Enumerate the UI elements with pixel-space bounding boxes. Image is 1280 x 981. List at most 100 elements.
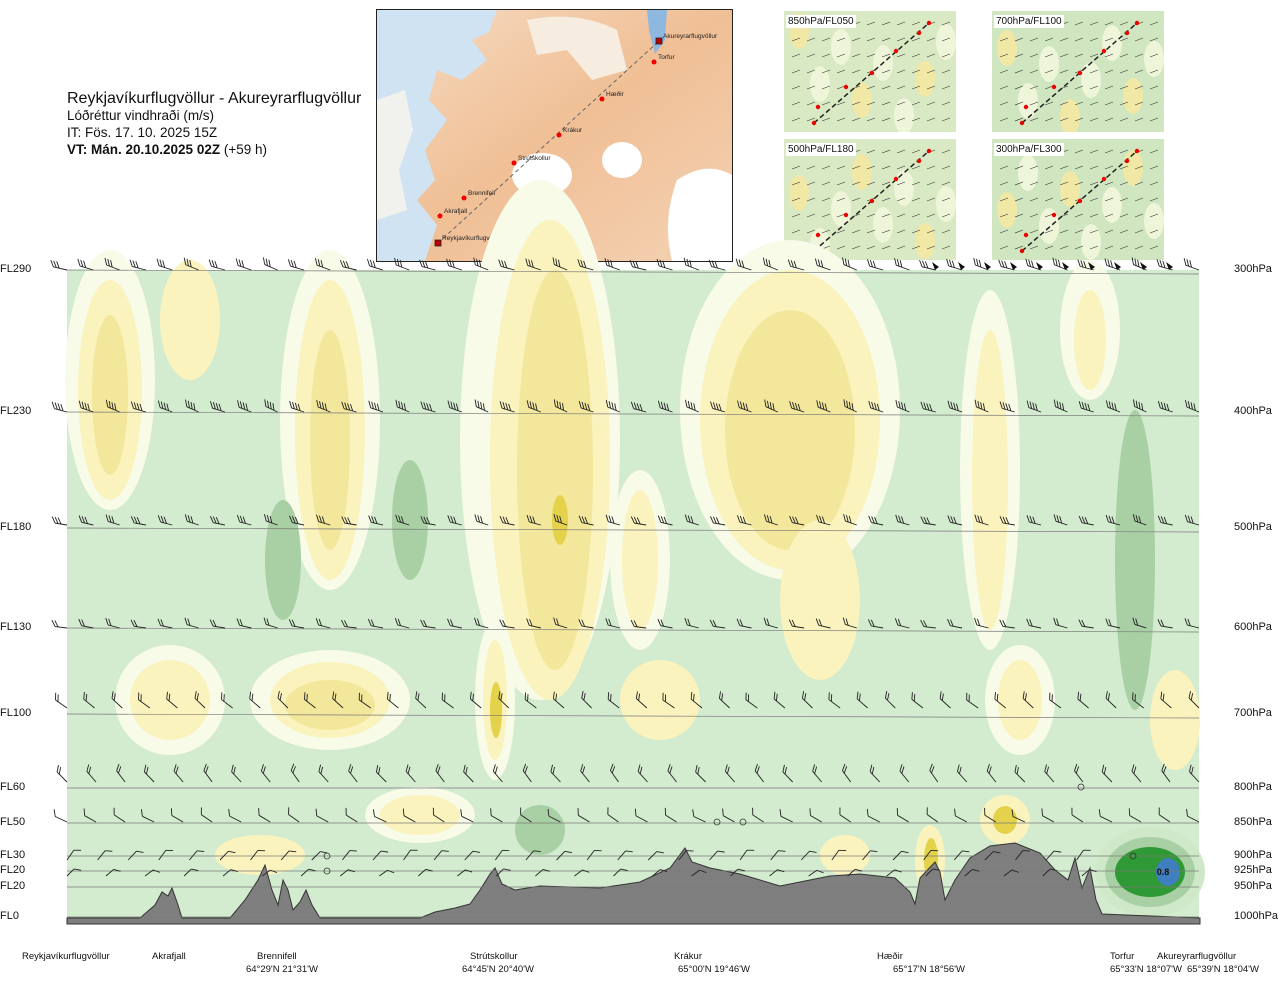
hpa-label: 1000hPa [1234, 910, 1279, 922]
wind-barb [55, 692, 68, 709]
airport-marker [434, 239, 442, 247]
level-map-500-label: 500hPa/FL180 [786, 143, 856, 156]
wind-barb [264, 399, 278, 413]
mini-barb [806, 53, 816, 58]
mini-barb [1089, 197, 1099, 202]
mini-barb [1014, 53, 1024, 58]
mini-map-region [894, 170, 914, 206]
wind-barb [166, 691, 178, 709]
wind-barb [524, 692, 537, 709]
mini-map-region [997, 192, 1017, 228]
wind-barb [1098, 809, 1113, 823]
wind-barb [1105, 691, 1117, 709]
wind-barb [657, 515, 673, 526]
mini-barb [1059, 69, 1069, 74]
wind-barb [580, 764, 590, 783]
mini-barb [1149, 101, 1159, 106]
mini-barb [1134, 101, 1144, 106]
wind-barb [249, 691, 261, 709]
mini-barb [821, 69, 831, 74]
wind-barb [737, 400, 752, 413]
mini-map-region [810, 66, 830, 102]
wind-barb [657, 618, 673, 629]
mini-barb [1044, 69, 1054, 74]
location-coord: 64°29'N 21°31'W [246, 964, 318, 975]
wind-barb [315, 808, 329, 823]
wind-barb [953, 850, 970, 861]
mini-map-region [1018, 83, 1038, 119]
mini-barb [999, 197, 1009, 202]
mini-map-region [831, 29, 851, 65]
wind-barb [709, 619, 726, 629]
waypoint-label: Hæðir [606, 90, 625, 98]
waypoint-label: Krákur [563, 127, 583, 134]
wind-barb [1185, 399, 1200, 413]
wind-barb [474, 617, 489, 629]
wind-barb [1041, 808, 1055, 823]
mini-barb [1149, 37, 1159, 42]
wind-barb [403, 849, 418, 861]
wind-barb [386, 691, 399, 709]
wind-barb [553, 514, 568, 526]
wind-barb [735, 258, 752, 271]
mini-barb [941, 213, 951, 218]
wind-barb [522, 763, 532, 783]
mini-barb [1089, 69, 1099, 74]
mini-barb [836, 117, 846, 122]
wind-barb [842, 617, 857, 629]
contour-region [622, 490, 658, 630]
wind-barb [1128, 808, 1142, 823]
mini-waypoint [893, 176, 899, 182]
mini-barb [791, 101, 801, 106]
wind-barb [1026, 400, 1042, 413]
contour-region [515, 805, 565, 855]
mini-barb [1149, 53, 1159, 58]
wind-barb [884, 690, 896, 709]
wind-barb [708, 259, 726, 271]
contour-region [1156, 858, 1180, 886]
mini-barb [999, 69, 1009, 74]
mini-waypoint [1134, 20, 1140, 26]
mini-waypoint [811, 120, 817, 126]
mini-barb [866, 101, 876, 106]
wind-barb [724, 764, 735, 783]
wind-barb [763, 617, 778, 629]
wind-barb [492, 764, 503, 783]
wind-barb [866, 808, 880, 823]
wind-barb [652, 869, 668, 877]
wind-barb [1183, 258, 1200, 271]
wind-barb [929, 763, 939, 783]
mini-barb [1149, 85, 1159, 90]
wind-barb [143, 764, 155, 783]
wind-barb [926, 807, 939, 823]
wind-barb [547, 808, 561, 823]
wind-barb [629, 259, 647, 271]
wind-barb [66, 849, 82, 861]
wind-barb [635, 691, 648, 709]
mini-barb [911, 181, 921, 186]
mini-barb [1104, 117, 1114, 122]
mini-barb [1104, 165, 1114, 170]
wind-barb [51, 619, 68, 629]
wind-barb [435, 763, 445, 783]
wind-barb [1157, 400, 1173, 413]
mini-barb [911, 245, 921, 250]
mini-barb [836, 197, 846, 202]
mini-barb [896, 165, 906, 170]
wind-barb [607, 807, 619, 823]
mini-barb [1134, 181, 1144, 186]
mini-barb [1119, 213, 1129, 218]
mini-barb [999, 37, 1009, 42]
wind-barb [158, 849, 174, 861]
wind-barb [379, 869, 395, 877]
mini-barb [941, 69, 951, 74]
wind-barb [1184, 618, 1200, 629]
wind-barb [1186, 808, 1200, 823]
mini-map-region [997, 30, 1017, 66]
wind-barb [722, 808, 735, 823]
mini-barb [836, 101, 846, 106]
mini-barb [1059, 245, 1069, 250]
wind-barb [105, 399, 120, 413]
wind-barb [77, 258, 94, 271]
wind-barb [157, 400, 173, 413]
